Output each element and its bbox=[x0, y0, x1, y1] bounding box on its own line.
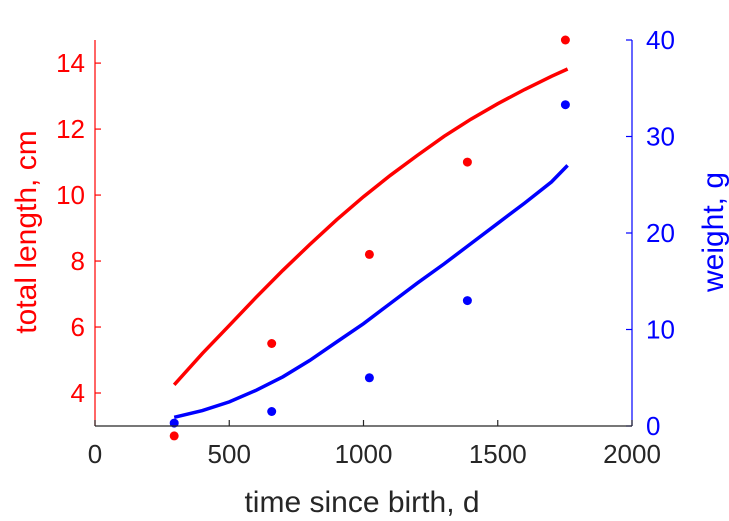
x-axis-tick-label: 500 bbox=[208, 439, 251, 469]
length-data-point bbox=[267, 339, 277, 348]
length-data-point bbox=[560, 35, 570, 45]
right-axis-tick-label: 30 bbox=[646, 122, 675, 152]
left-y-axis-label: total length, cm bbox=[10, 130, 43, 333]
length-data-point bbox=[462, 157, 472, 167]
right-axis-tick-label: 10 bbox=[646, 315, 675, 345]
right-axis-tick-label: 0 bbox=[646, 411, 660, 441]
length-fit-line bbox=[172, 67, 569, 386]
left-axis-tick-label: 8 bbox=[71, 246, 85, 276]
right-axis-tick-label: 20 bbox=[646, 218, 675, 248]
weight-fit-line bbox=[173, 164, 569, 420]
left-axis-tick-label: 4 bbox=[71, 378, 85, 408]
x-axis-tick-label: 0 bbox=[88, 439, 102, 469]
right-y-axis-label: weight, g bbox=[697, 172, 729, 293]
plot-area bbox=[169, 35, 570, 441]
weight-data-point bbox=[462, 296, 472, 306]
weight-data-point bbox=[364, 373, 374, 383]
weight-data-point bbox=[169, 418, 179, 428]
left-axis-tick-label: 12 bbox=[56, 114, 85, 144]
left-axis-tick-label: 14 bbox=[56, 48, 85, 78]
x-axis-tick-label: 1500 bbox=[469, 439, 527, 469]
x-axis-tick-label: 2000 bbox=[603, 439, 661, 469]
left-axis-tick-label: 10 bbox=[56, 180, 85, 210]
left-axis-tick-label: 6 bbox=[71, 312, 85, 342]
length-data-point bbox=[169, 431, 179, 441]
weight-data-point bbox=[560, 100, 570, 110]
weight-data-point bbox=[267, 407, 277, 416]
x-axis-tick-label: 1000 bbox=[335, 439, 393, 469]
right-axis-tick-label: 40 bbox=[646, 25, 675, 55]
length-data-point bbox=[364, 249, 374, 259]
x-axis: 0 500 1000 1500 2000 bbox=[88, 420, 661, 469]
right-y-axis: 0 10 20 30 40 bbox=[626, 25, 675, 441]
x-axis-label: time since birth, d bbox=[244, 486, 479, 519]
left-y-axis: 4 6 8 10 12 14 bbox=[56, 40, 101, 426]
